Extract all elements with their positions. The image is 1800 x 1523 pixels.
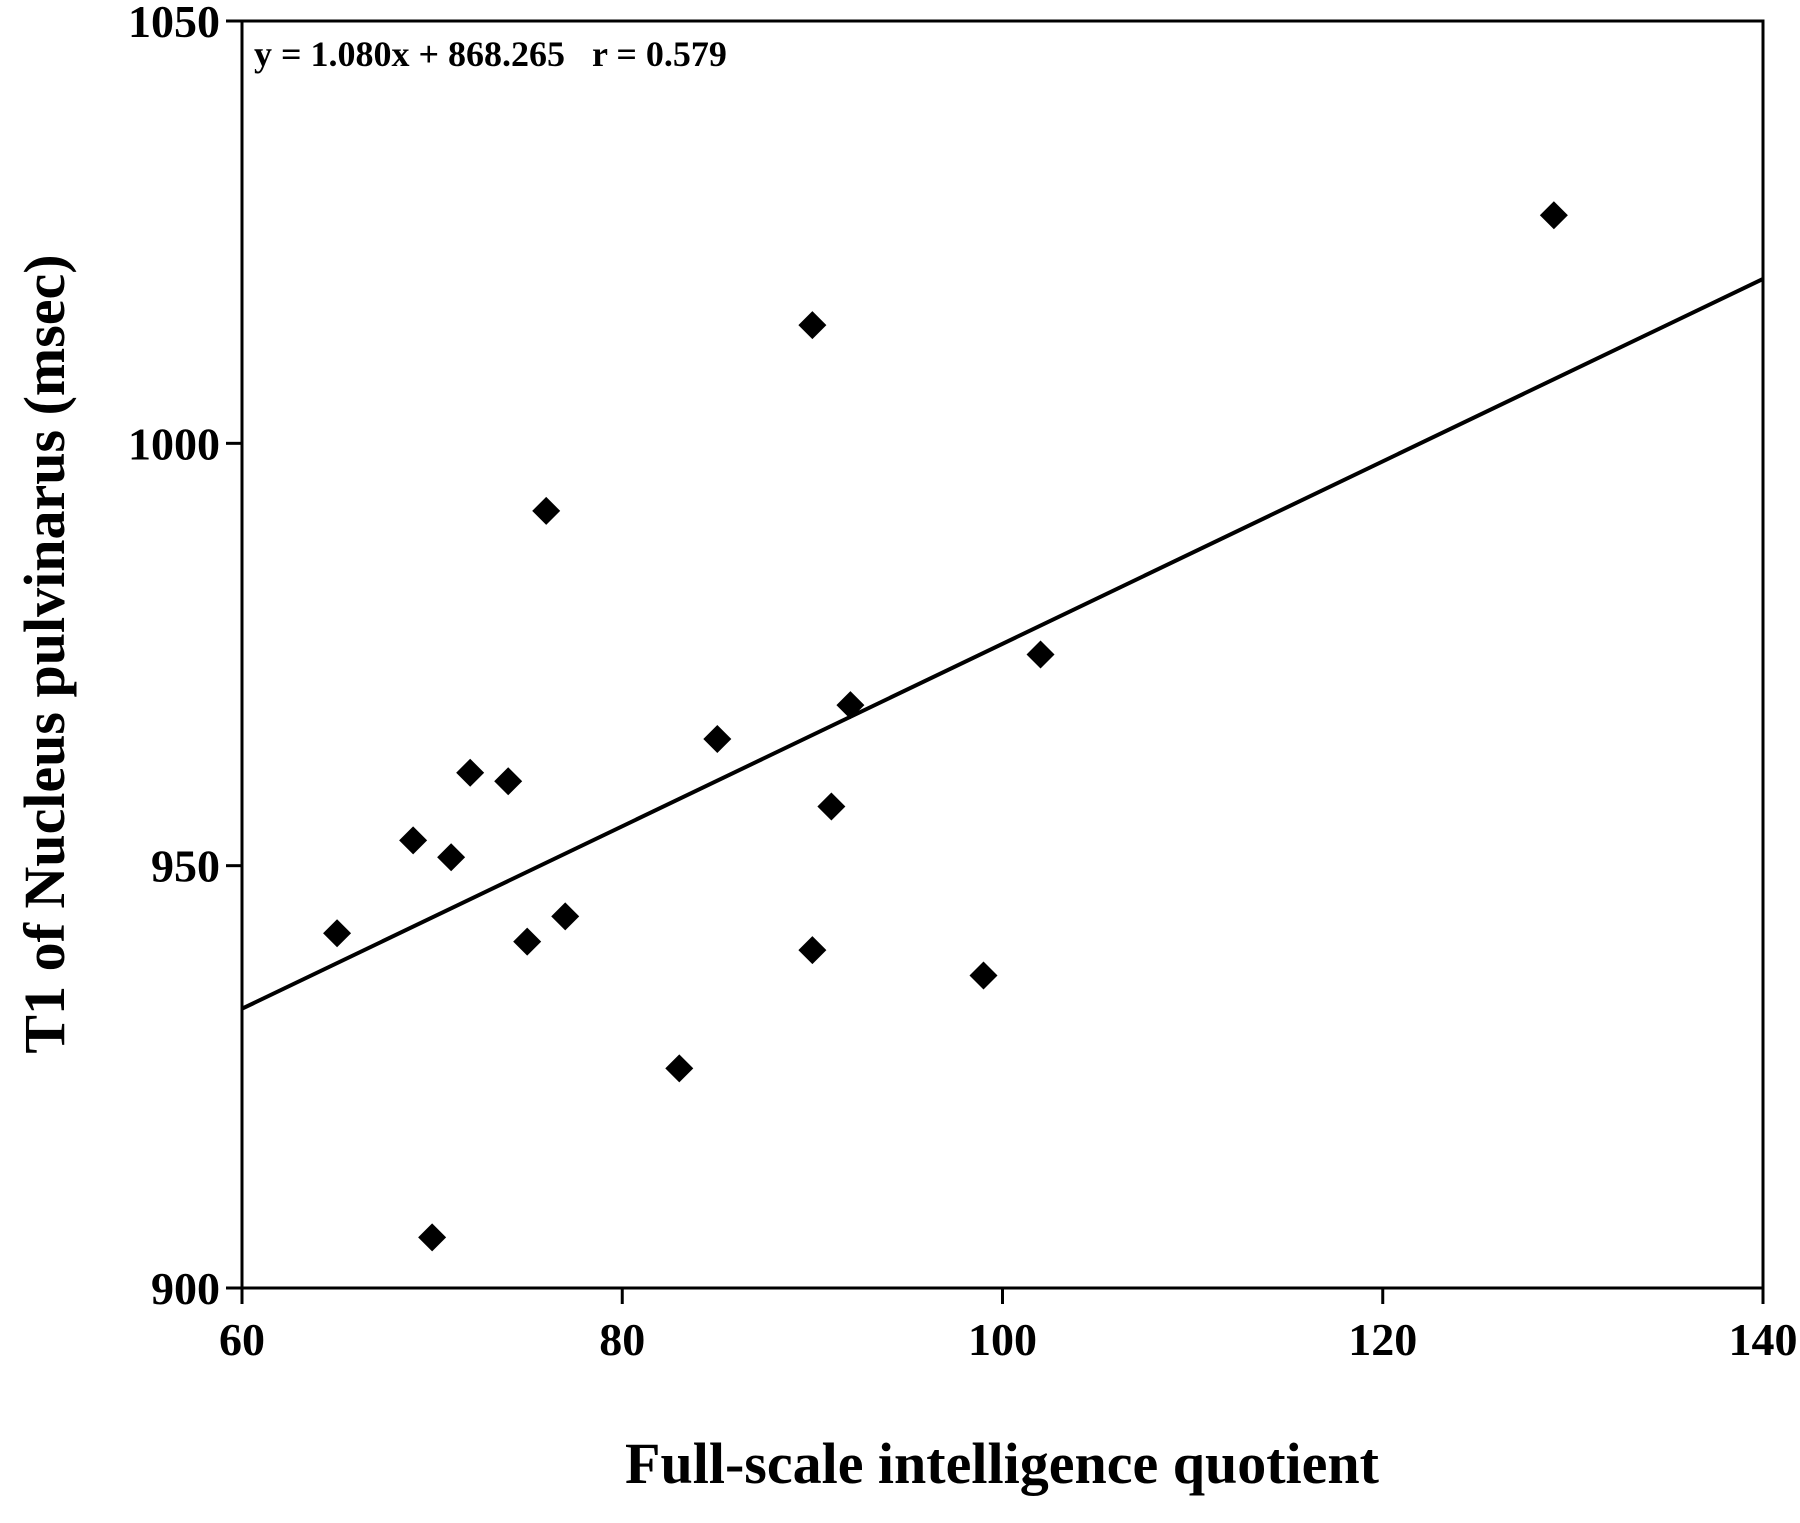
y-axis-title: T1 of Nucleus pulvinarus (msec) <box>12 254 77 1053</box>
x-axis: 60 80 100 120 140 <box>219 1288 1798 1365</box>
x-tick-label: 80 <box>599 1314 645 1365</box>
data-point <box>494 767 523 796</box>
data-point <box>399 826 428 855</box>
data-point <box>551 902 580 931</box>
data-point <box>1026 640 1055 669</box>
data-point <box>418 1223 447 1252</box>
data-point <box>817 792 846 821</box>
data-point <box>532 496 561 525</box>
y-tick-label: 1000 <box>128 418 220 469</box>
regression-line <box>241 277 1764 1011</box>
data-point <box>798 936 827 965</box>
y-axis: 900 950 1000 1050 <box>128 0 242 1314</box>
x-tick-label: 100 <box>968 1314 1037 1365</box>
data-point <box>665 1054 694 1083</box>
x-axis-title: Full-scale intelligence quotient <box>625 1431 1380 1496</box>
data-point <box>513 927 542 956</box>
y-tick-label: 900 <box>151 1263 220 1314</box>
data-point <box>798 311 827 340</box>
x-tick-label: 120 <box>1348 1314 1417 1365</box>
data-point <box>1539 201 1568 230</box>
x-tick-label: 60 <box>219 1314 265 1365</box>
regression-annotation: y = 1.080x + 868.265 r = 0.579 <box>254 34 727 74</box>
y-tick-label: 950 <box>151 841 220 892</box>
data-point <box>836 691 865 720</box>
data-point <box>703 724 732 753</box>
data-point <box>456 758 485 787</box>
x-tick-label: 140 <box>1729 1314 1798 1365</box>
data-point <box>323 919 352 948</box>
plot-frame <box>240 19 1765 1290</box>
data-point <box>437 843 466 872</box>
data-point <box>969 961 998 990</box>
y-tick-label: 1050 <box>128 0 220 47</box>
data-points <box>323 201 1568 1252</box>
